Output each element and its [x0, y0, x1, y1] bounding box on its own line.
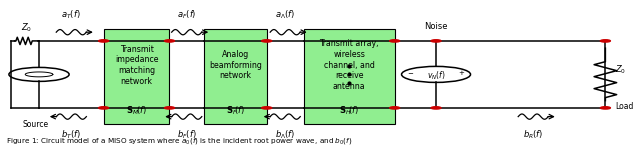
Circle shape [390, 107, 399, 109]
Text: $b_F(f)$: $b_F(f)$ [177, 128, 196, 141]
FancyBboxPatch shape [204, 29, 267, 124]
Circle shape [99, 40, 109, 42]
Circle shape [431, 40, 441, 42]
FancyBboxPatch shape [104, 29, 170, 124]
Text: $b_R(f)$: $b_R(f)$ [523, 128, 543, 141]
Text: $v_N(f)$: $v_N(f)$ [427, 70, 445, 82]
Circle shape [600, 40, 611, 42]
Text: $-$: $-$ [408, 69, 415, 75]
FancyBboxPatch shape [304, 29, 395, 124]
Text: Transmit array,
wireless
channel, and
receive
antenna: Transmit array, wireless channel, and re… [319, 39, 379, 91]
Text: $b_T(f)$: $b_T(f)$ [61, 128, 81, 141]
Text: $b_\Lambda(f)$: $b_\Lambda(f)$ [275, 128, 296, 141]
Circle shape [262, 107, 272, 109]
Text: $Z_0$: $Z_0$ [615, 64, 626, 76]
Text: Transmit
impedance
matching
network: Transmit impedance matching network [115, 45, 158, 86]
Circle shape [164, 107, 175, 109]
Text: Noise: Noise [424, 22, 448, 31]
Text: Load: Load [615, 102, 633, 111]
Circle shape [164, 40, 175, 42]
Circle shape [431, 107, 441, 109]
Text: $\mathbf{S}_M\!(f)$: $\mathbf{S}_M\!(f)$ [126, 104, 147, 117]
Text: $a_T(f)$: $a_T(f)$ [61, 8, 81, 20]
Text: $a_\Lambda(f)$: $a_\Lambda(f)$ [275, 8, 295, 20]
Text: $Z_0$: $Z_0$ [21, 21, 32, 34]
Text: Source: Source [23, 120, 49, 128]
Text: $+$: $+$ [458, 68, 465, 77]
Circle shape [600, 107, 611, 109]
Circle shape [262, 40, 272, 42]
Circle shape [99, 107, 109, 109]
Text: Analog
beamforming
network: Analog beamforming network [209, 50, 262, 80]
Text: $\mathbf{S}_H\!(f)$: $\mathbf{S}_H\!(f)$ [339, 104, 359, 117]
Text: $a_F(f)$: $a_F(f)$ [177, 8, 196, 20]
Text: $\mathbf{S}_F\!(f)$: $\mathbf{S}_F\!(f)$ [226, 104, 245, 117]
Circle shape [390, 40, 399, 42]
Text: Figure 1: Circuit model of a MISO system where $a_0(f)$ is the incident root pow: Figure 1: Circuit model of a MISO system… [6, 136, 353, 146]
